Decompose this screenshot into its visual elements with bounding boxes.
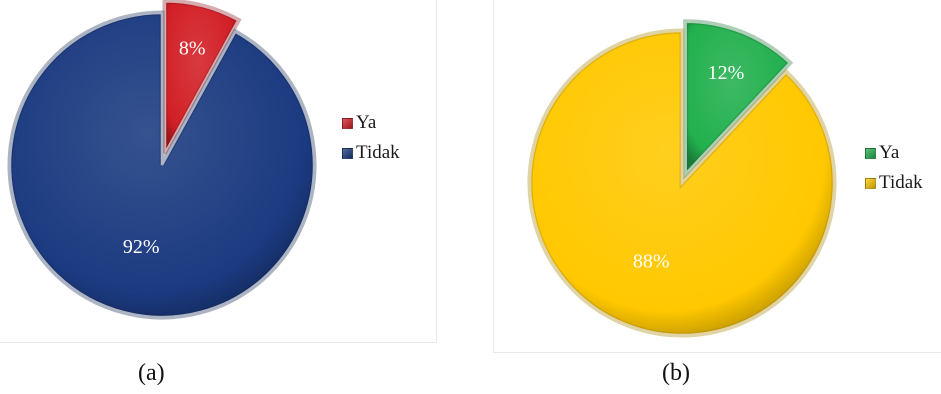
legend-b: Ya Tidak [865,138,923,198]
legend-item-ya: Ya [342,108,400,138]
pie-slice-tidak [528,29,836,337]
legend-label-ya: Ya [356,112,377,133]
caption-b: (b) [662,360,690,386]
data-label-ya: 12% [708,62,745,84]
legend-item-ya: Ya [865,138,923,168]
legend-swatch-ya [865,147,876,159]
pie-slice-ya [163,0,240,154]
legend-a: Ya Tidak [342,108,400,168]
pie-slice-rim-tidak [527,28,837,338]
legend-swatch-tidak [865,177,876,189]
pie-slice-rim-ya [162,0,242,155]
legend-swatch-ya [342,117,353,129]
legend-label-ya: Ya [879,142,900,163]
chart-panel-a: 8% 92% Ya Tidak [0,0,437,343]
pie-chart-b: 12% 88% [527,19,837,338]
pie-slice-rim-tidak [7,10,317,320]
data-label-ya: 8% [179,37,206,59]
caption-a: (a) [138,360,165,386]
legend-swatch-tidak [342,147,353,159]
pie-slice-tidak [8,11,316,319]
pie-chart-a: 8% 92% [7,0,317,320]
data-label-tidak: 88% [633,251,670,273]
legend-label-tidak: Tidak [879,172,923,193]
legend-item-tidak: Tidak [865,168,923,198]
data-label-tidak: 92% [123,236,160,258]
legend-item-tidak: Tidak [342,138,400,168]
pie-slice-rim-ya [683,19,794,181]
legend-label-tidak: Tidak [356,142,400,163]
pie-slice-ya [684,20,792,177]
chart-panel-b: 12% 88% Ya Tidak [493,0,941,353]
